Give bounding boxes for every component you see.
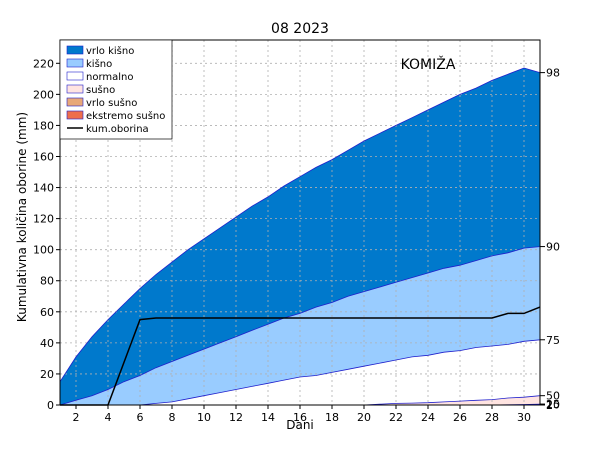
x-tick-label: 4 — [105, 411, 112, 424]
y-tick-label: 0 — [47, 399, 54, 412]
x-tick-label: 20 — [357, 411, 371, 424]
y-axis-label: Kumulativna količina oborine (mm) — [15, 112, 29, 322]
y-tick-label: 220 — [33, 57, 54, 70]
legend-swatch — [66, 45, 84, 55]
right-tick-label: 25 — [546, 398, 560, 411]
boundary-line — [59, 67, 541, 382]
x-tick-label: 22 — [389, 411, 403, 424]
y-tick-label: 160 — [33, 150, 54, 163]
legend-label: vrlo kišno — [86, 45, 134, 57]
x-tick-label: 30 — [517, 411, 531, 424]
legend-label: kum.oborina — [86, 124, 149, 135]
x-tick-label: 26 — [453, 411, 467, 424]
x-tick-label: 16 — [293, 411, 307, 424]
grid — [60, 40, 540, 406]
x-tick-label: 10 — [197, 411, 211, 424]
right-tick-label: 98 — [546, 67, 560, 80]
y-axis: 0 20 40 60 80 100 120 140 160 180 200 220 — [33, 57, 60, 412]
right-tick-label: 2 — [546, 399, 553, 412]
y-tick-label: 80 — [40, 275, 54, 288]
legend-label: kišno — [86, 58, 112, 70]
station-name: KOMIŽA — [401, 55, 456, 73]
x-tick-label: 24 — [421, 411, 435, 424]
x-axis-label: Dani — [286, 418, 314, 432]
right-tick-label: 90 — [546, 241, 560, 254]
x-tick-label: 14 — [261, 411, 275, 424]
x-tick-label: 6 — [137, 411, 144, 424]
right-tick-label: 50 — [546, 390, 560, 403]
y-tick-label: 200 — [33, 88, 54, 101]
right-tick-label: 75 — [546, 334, 560, 347]
kum-oborina-line — [60, 306, 541, 406]
legend-label: vrlo sušno — [86, 97, 137, 109]
y-tick-label: 140 — [33, 182, 54, 195]
legend-swatch — [66, 97, 84, 107]
x-tick-label: 2 — [73, 411, 80, 424]
legend-label: normalno — [86, 72, 134, 83]
legend-label: ekstremo sušno — [86, 110, 165, 122]
x-axis: 2 4 6 8 10 12 14 16 18 20 22 24 26 28 30 — [73, 405, 531, 424]
y-tick-label: 120 — [33, 213, 54, 226]
y-tick-label: 100 — [33, 244, 54, 257]
band-4 — [60, 395, 540, 405]
y-tick-label: 40 — [40, 337, 54, 350]
y-tick-label: 180 — [33, 119, 54, 132]
legend-swatch — [66, 84, 84, 94]
x-tick-label: 12 — [229, 411, 243, 424]
legend-label: sušno — [86, 84, 115, 96]
y-tick-label: 60 — [40, 306, 54, 319]
x-tick-label: 28 — [485, 411, 499, 424]
chart-title: 08 2023 — [271, 21, 329, 37]
boundary-line — [59, 246, 541, 406]
x-tick-label: 8 — [169, 411, 176, 424]
x-tick-label: 18 — [325, 411, 339, 424]
band-3 — [60, 339, 540, 405]
legend-swatch — [66, 58, 84, 68]
legend-swatch — [66, 71, 84, 81]
y-tick-label: 20 — [40, 368, 54, 381]
legend-swatch — [66, 110, 84, 120]
right-tick-label: 10 — [546, 399, 560, 412]
